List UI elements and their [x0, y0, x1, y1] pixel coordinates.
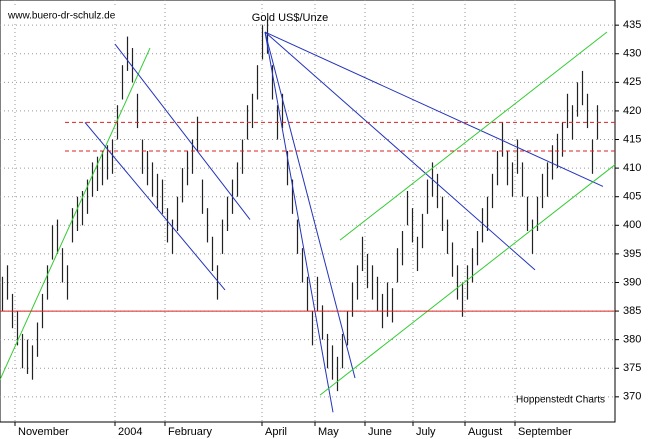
trend-line	[0, 47, 151, 380]
trend-line	[339, 31, 608, 241]
y-tick-label: 390	[623, 276, 641, 288]
layer	[0, 0, 616, 422]
y-tick-label: 370	[623, 391, 641, 403]
x-tick-label: May	[318, 426, 339, 438]
x-tick-label: April	[265, 426, 287, 438]
source-bg	[4, 8, 138, 24]
y-tick-label: 380	[623, 334, 641, 346]
trend-line	[264, 31, 334, 413]
y-tick-label: 405	[623, 191, 641, 203]
y-tick-label: 425	[623, 76, 641, 88]
y-tick-label: 415	[623, 133, 641, 145]
x-tick-label: September	[518, 426, 572, 438]
y-tick-label: 430	[623, 48, 641, 60]
trend-line	[264, 31, 604, 187]
trend-line	[84, 122, 226, 291]
trend-line	[264, 31, 356, 379]
trend-line	[264, 31, 536, 271]
y-tick-label: 385	[623, 305, 641, 317]
y-tick-label: 410	[623, 162, 641, 174]
trend-line	[114, 43, 251, 220]
chart-title: Gold US$/Unze	[252, 12, 328, 24]
y-tick-label: 435	[623, 19, 641, 31]
y-tick-label: 400	[623, 219, 641, 231]
y-tick-label: 420	[623, 105, 641, 117]
source: www.buero-dr-schulz.de	[7, 11, 116, 22]
y-tick-label: 395	[623, 248, 641, 260]
plot-area	[0, 0, 616, 423]
trend-line	[319, 164, 616, 396]
x-tick-label: July	[416, 426, 436, 438]
y-tick-label: 375	[623, 362, 641, 374]
x-tick-label: February	[168, 426, 213, 438]
x-tick-label: August	[468, 426, 502, 438]
credit: Hoppenstedt Charts	[516, 395, 605, 406]
x-tick-label: 2004	[118, 426, 142, 438]
x-tick-label: November	[18, 426, 69, 438]
x-tick-label: June	[368, 426, 392, 438]
